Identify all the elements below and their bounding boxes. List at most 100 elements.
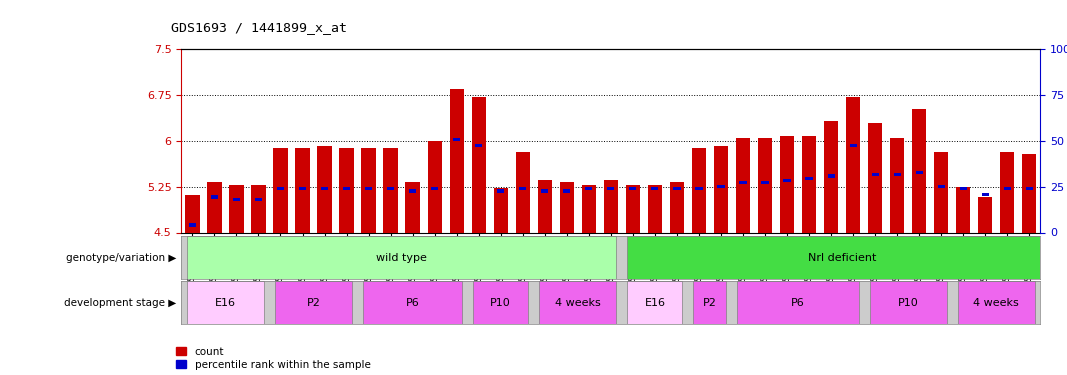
- Text: P6: P6: [405, 298, 419, 308]
- Text: wild type: wild type: [377, 253, 427, 263]
- Bar: [802, 136, 816, 232]
- Bar: [317, 146, 332, 232]
- Text: P2: P2: [703, 298, 717, 308]
- Bar: [299, 187, 306, 190]
- Bar: [275, 281, 352, 324]
- Bar: [780, 136, 794, 232]
- Text: P6: P6: [792, 298, 805, 308]
- Bar: [405, 182, 419, 232]
- Bar: [233, 198, 240, 201]
- Bar: [604, 180, 618, 232]
- Bar: [828, 174, 834, 178]
- Bar: [958, 281, 1035, 324]
- Bar: [762, 181, 768, 184]
- Bar: [625, 185, 640, 232]
- Bar: [277, 187, 284, 190]
- Bar: [473, 281, 528, 324]
- Bar: [475, 144, 482, 147]
- Bar: [978, 197, 992, 232]
- Bar: [714, 146, 728, 232]
- Bar: [867, 123, 882, 232]
- Bar: [563, 189, 571, 192]
- Bar: [870, 281, 946, 324]
- Text: 4 weeks: 4 weeks: [555, 298, 601, 308]
- Bar: [717, 185, 724, 188]
- Bar: [472, 96, 485, 232]
- Text: Nrl deficient: Nrl deficient: [808, 253, 876, 263]
- Bar: [383, 148, 398, 232]
- Text: development stage ▶: development stage ▶: [64, 298, 176, 308]
- Bar: [186, 195, 200, 232]
- Bar: [736, 138, 750, 232]
- Bar: [648, 185, 662, 232]
- Text: E16: E16: [214, 298, 236, 308]
- Bar: [627, 281, 683, 324]
- Bar: [343, 187, 350, 190]
- Bar: [691, 148, 706, 232]
- Bar: [321, 187, 329, 190]
- Bar: [520, 187, 526, 190]
- Bar: [982, 193, 989, 196]
- Bar: [872, 172, 879, 176]
- Bar: [560, 182, 574, 232]
- Bar: [363, 281, 462, 324]
- Text: 4 weeks: 4 weeks: [973, 298, 1019, 308]
- Bar: [365, 187, 372, 190]
- Text: P2: P2: [306, 298, 320, 308]
- Bar: [453, 138, 460, 141]
- Bar: [783, 179, 791, 182]
- Bar: [824, 121, 839, 232]
- Bar: [187, 281, 264, 324]
- Bar: [409, 189, 416, 192]
- Bar: [912, 109, 926, 232]
- Bar: [670, 182, 684, 232]
- Bar: [630, 187, 636, 190]
- Bar: [739, 181, 747, 184]
- Bar: [758, 138, 773, 232]
- Bar: [539, 281, 617, 324]
- Bar: [229, 185, 243, 232]
- Bar: [211, 195, 218, 199]
- Bar: [737, 281, 859, 324]
- Bar: [1004, 187, 1010, 190]
- Bar: [515, 152, 530, 232]
- Bar: [189, 224, 196, 227]
- Bar: [1000, 152, 1015, 232]
- Bar: [273, 148, 288, 232]
- Bar: [449, 88, 464, 232]
- Text: genotype/variation ▶: genotype/variation ▶: [66, 253, 176, 263]
- Bar: [494, 188, 508, 232]
- Bar: [541, 189, 548, 192]
- Bar: [893, 172, 901, 176]
- Bar: [846, 96, 860, 232]
- Bar: [938, 185, 944, 188]
- Bar: [387, 187, 394, 190]
- Bar: [582, 185, 596, 232]
- Bar: [538, 180, 552, 232]
- Text: GDS1693 / 1441899_x_at: GDS1693 / 1441899_x_at: [171, 21, 347, 34]
- Bar: [651, 187, 658, 190]
- Text: E16: E16: [644, 298, 666, 308]
- Bar: [806, 177, 813, 180]
- Bar: [849, 144, 857, 147]
- Bar: [187, 236, 617, 279]
- Bar: [339, 148, 354, 232]
- Bar: [694, 281, 727, 324]
- Bar: [959, 187, 967, 190]
- Text: P10: P10: [897, 298, 919, 308]
- Bar: [586, 187, 592, 190]
- Bar: [627, 236, 1056, 279]
- Text: P10: P10: [491, 298, 511, 308]
- Bar: [673, 187, 681, 190]
- Bar: [252, 185, 266, 232]
- Bar: [428, 141, 442, 232]
- Bar: [956, 187, 970, 232]
- Bar: [255, 198, 262, 201]
- Bar: [696, 187, 702, 190]
- Bar: [362, 148, 376, 232]
- Bar: [607, 187, 615, 190]
- Bar: [890, 138, 905, 232]
- Bar: [1022, 154, 1036, 232]
- Bar: [934, 152, 949, 232]
- Bar: [296, 148, 309, 232]
